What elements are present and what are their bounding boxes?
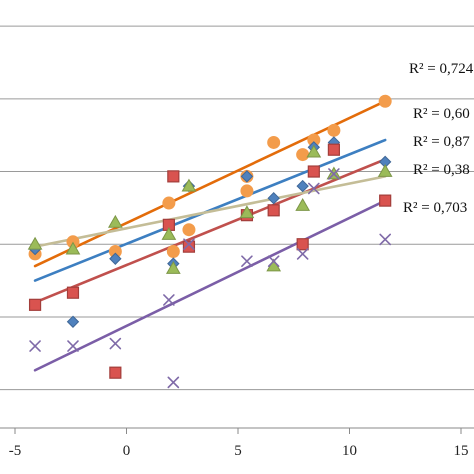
point-s2-4 (167, 170, 180, 183)
point-s3-2 (107, 214, 123, 228)
point-s3-8 (295, 197, 311, 211)
point-s0-2 (108, 245, 122, 259)
r2-labels: R² = 0,724 R² = 0,60 R² = 0,87 R² = 0,38 R² … (403, 61, 474, 216)
point-s0-6 (240, 184, 254, 198)
r2-label-2: R² = 0,87 (413, 134, 470, 150)
point-s1-5 (240, 170, 254, 183)
point-s3-0 (27, 236, 43, 250)
trendline-0 (33, 99, 387, 268)
point-s2-0 (28, 298, 42, 311)
point-s4-0 (29, 340, 41, 352)
x-tick-label-1: 0 (123, 443, 131, 459)
x-tick-label-3: 10 (342, 443, 357, 459)
trendline-3 (33, 175, 387, 248)
r2-label-1: R² = 0,60 (413, 106, 470, 122)
point-s3-9 (306, 144, 322, 158)
point-s2-8 (296, 238, 309, 251)
point-s4-8 (296, 248, 309, 260)
data-points (27, 94, 393, 389)
x-tick-label-4: 15 (454, 443, 469, 459)
x-tick-label-0: -5 (9, 443, 22, 459)
trendline-4 (33, 199, 387, 372)
trendline-2 (33, 158, 387, 304)
point-s0-11 (327, 123, 341, 137)
point-s3-6 (239, 205, 255, 219)
point-s3-11 (377, 164, 393, 177)
point-s3-5 (181, 178, 197, 192)
point-s0-5 (182, 223, 196, 237)
point-s4-3 (163, 294, 175, 306)
point-s1-1 (66, 315, 80, 328)
point-s0-4 (166, 245, 180, 259)
point-s4-11 (379, 233, 391, 246)
r2-label-0: R² = 0,724 (409, 61, 474, 77)
point-s2-7 (267, 204, 280, 217)
point-s3-3 (161, 227, 177, 240)
point-s3-4 (165, 260, 181, 274)
point-s4-7 (267, 255, 280, 267)
point-s1-7 (296, 179, 309, 193)
point-s1-6 (267, 191, 280, 205)
r2-label-3: R² = 0,38 (413, 162, 470, 178)
point-s4-6 (241, 255, 253, 267)
point-s2-11 (379, 194, 392, 207)
point-s4-1 (67, 340, 79, 352)
point-s4-9 (308, 182, 320, 195)
point-s4-4 (167, 376, 180, 389)
point-s4-10 (328, 168, 340, 180)
point-s0-10 (307, 133, 321, 147)
trendlines (33, 99, 387, 372)
point-s2-10 (327, 143, 340, 156)
r2-label-4: R² = 0,703 (403, 200, 467, 216)
x-tick-label-2: 5 (234, 443, 242, 459)
point-s1-2 (109, 252, 122, 265)
point-s0-3 (162, 196, 176, 210)
point-s2-2 (109, 366, 122, 379)
point-s2-5 (182, 240, 196, 253)
point-s2-1 (66, 286, 80, 299)
x-axis: -5 0 5 10 15 (0, 427, 474, 459)
point-s0-12 (378, 94, 392, 108)
point-s4-5 (183, 238, 195, 251)
point-s2-9 (307, 165, 320, 178)
point-s0-9 (296, 148, 310, 162)
point-s4-2 (109, 337, 122, 350)
point-s3-1 (65, 241, 81, 255)
point-s0-8 (267, 135, 281, 149)
